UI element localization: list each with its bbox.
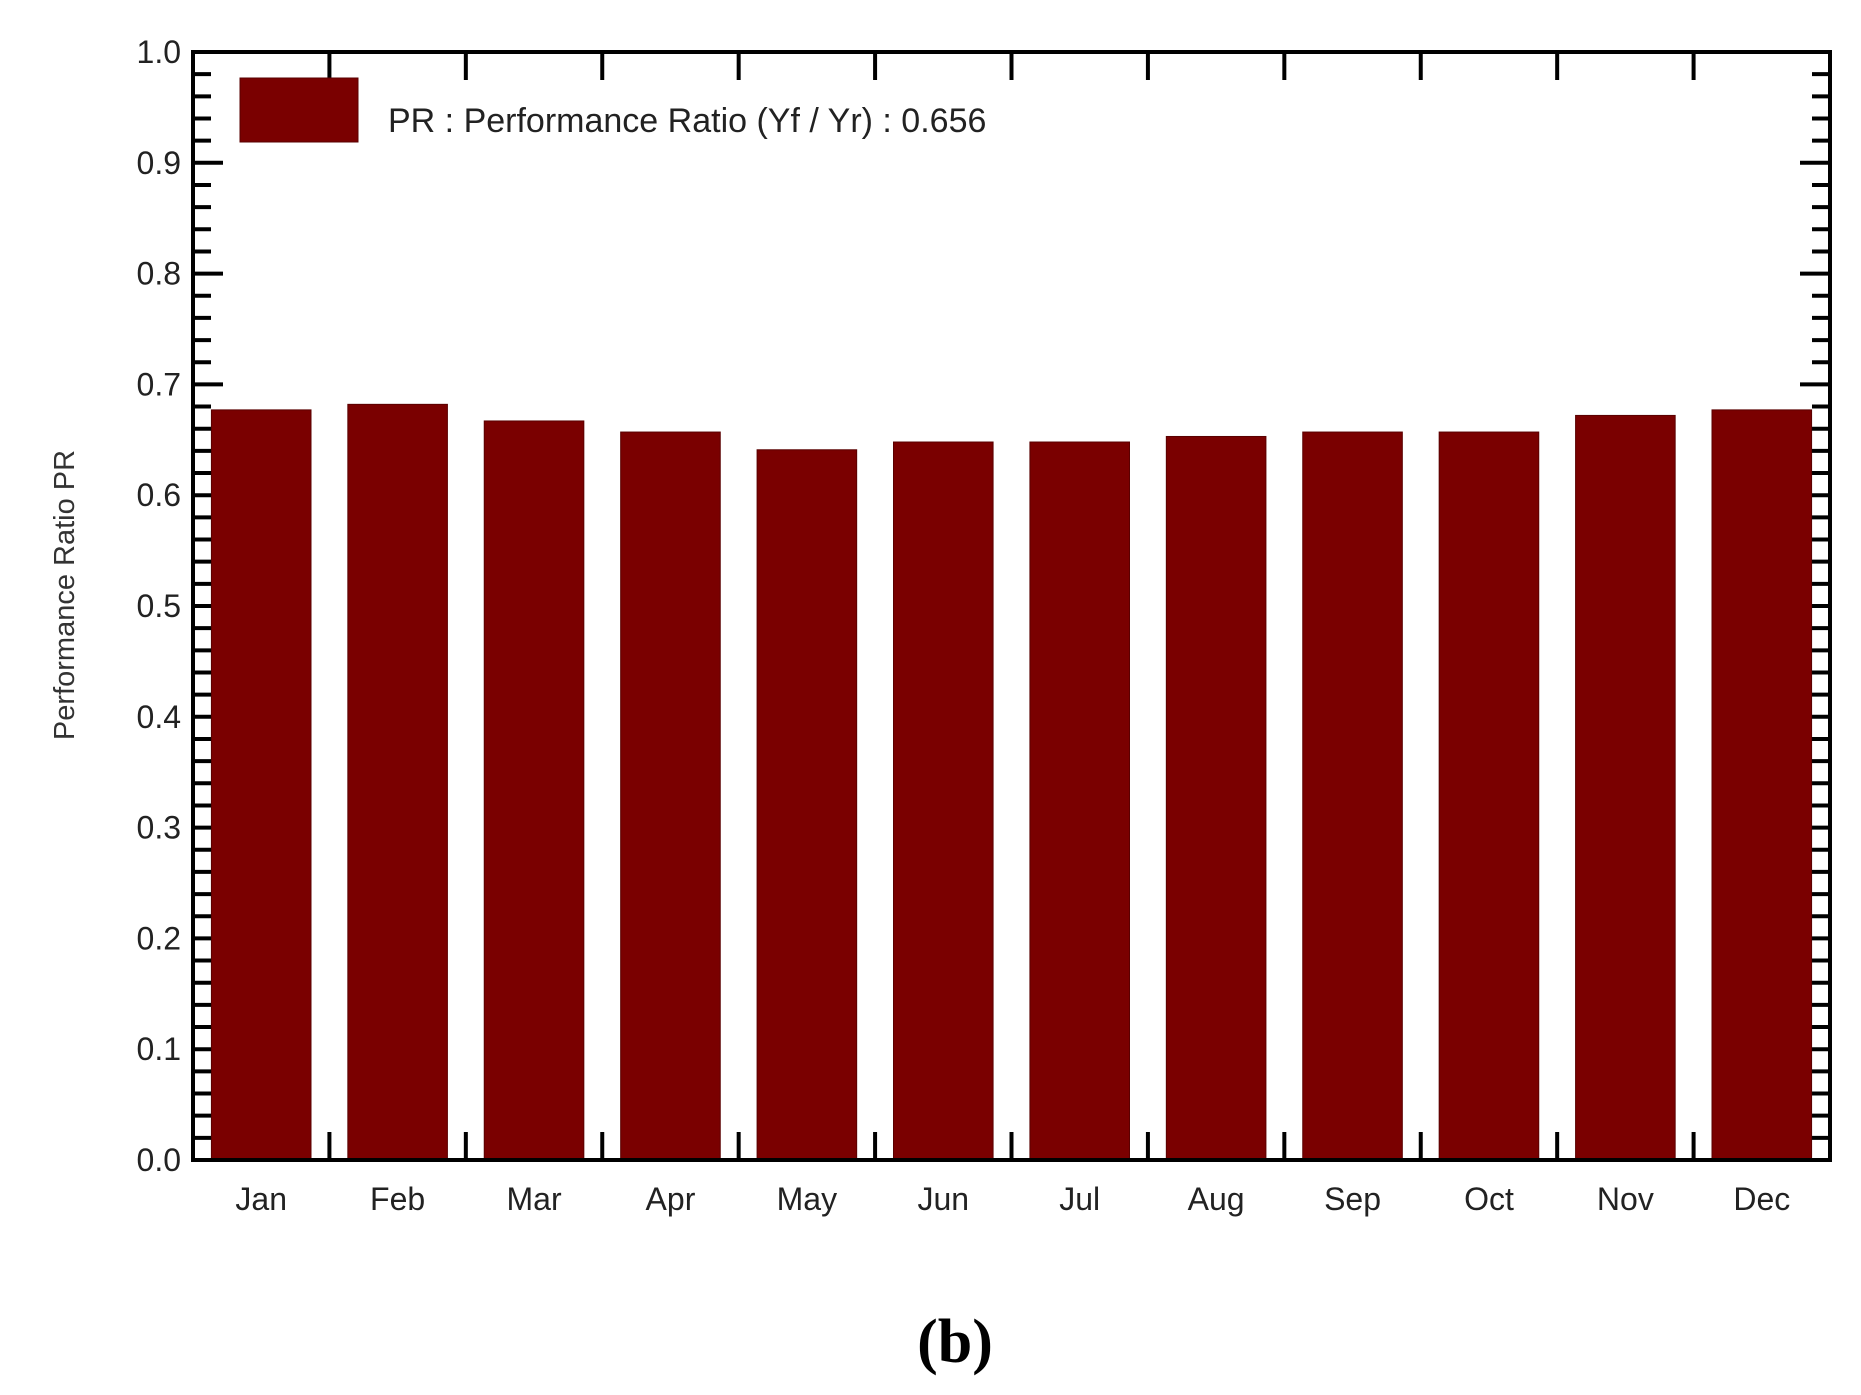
bar-jul [1029, 441, 1131, 1161]
y-tick-label: 0.5 [137, 588, 181, 624]
bar-jan [210, 409, 312, 1161]
bar-jun [892, 441, 994, 1161]
y-tick-label: 0.9 [137, 145, 181, 181]
bar-dec [1711, 409, 1813, 1161]
bar-apr [620, 431, 721, 1161]
x-tick-label-jul: Jul [1059, 1181, 1100, 1217]
bar-nov [1575, 414, 1676, 1161]
y-tick-label: 0.4 [137, 699, 181, 735]
x-tick-label-mar: Mar [506, 1181, 561, 1217]
bar-sep [1302, 431, 1403, 1161]
x-tick-label-aug: Aug [1188, 1181, 1245, 1217]
bar-may [756, 449, 858, 1161]
axis-ticks [193, 50, 1830, 1162]
y-tick-label: 0.8 [137, 256, 181, 292]
x-tick-label-oct: Oct [1464, 1181, 1514, 1217]
y-tick-label: 0.1 [137, 1031, 181, 1067]
y-tick-label: 1.0 [137, 34, 181, 70]
y-tick-label: 0.6 [137, 477, 181, 513]
bar-oct [1438, 431, 1540, 1161]
legend-swatch [239, 77, 359, 143]
legend-label: PR : Performance Ratio (Yf / Yr) : 0.656 [388, 102, 986, 140]
x-tick-label-jan: Jan [235, 1181, 287, 1217]
x-tick-labels: Jan Feb Mar Apr May Jun Jul Aug Sep Oct Nov Dec [235, 1181, 1790, 1217]
x-tick-label-may: May [777, 1181, 837, 1217]
y-tick-label: 0.7 [137, 366, 181, 402]
x-tick-label-apr: Apr [646, 1181, 696, 1217]
x-tick-label-dec: Dec [1733, 1181, 1790, 1217]
x-tick-label-feb: Feb [370, 1181, 425, 1217]
figure-caption: (b) [917, 1308, 993, 1376]
bar-mar [483, 420, 585, 1161]
x-tick-label-sep: Sep [1324, 1181, 1381, 1217]
y-tick-label: 0.0 [137, 1142, 181, 1178]
bars [210, 403, 1813, 1161]
bar-aug [1165, 435, 1267, 1161]
y-tick-labels: 0.0 0.1 0.2 0.3 0.4 0.5 0.6 0.7 0.8 0.9 1.0 [137, 34, 181, 1178]
y-tick-label: 0.2 [137, 920, 181, 956]
y-tick-label: 0.3 [137, 810, 181, 846]
x-tick-label-nov: Nov [1597, 1181, 1654, 1217]
bar-feb [347, 403, 448, 1161]
plot-frame [191, 50, 1832, 1162]
y-axis-title: Performance Ratio PR [49, 450, 81, 740]
x-tick-label-jun: Jun [917, 1181, 969, 1217]
